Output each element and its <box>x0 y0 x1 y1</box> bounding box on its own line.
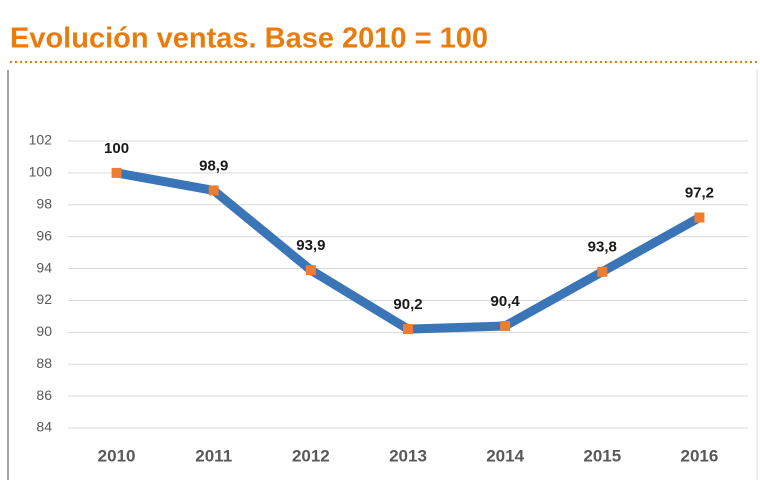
y-tick-label: 84 <box>36 419 52 435</box>
x-tick-label: 2010 <box>98 446 136 465</box>
marker <box>597 266 608 277</box>
y-tick-label: 100 <box>29 164 53 180</box>
y-tick-label: 98 <box>36 195 52 211</box>
marker <box>111 167 122 178</box>
y-tick-label: 94 <box>36 259 52 275</box>
x-tick-label: 2014 <box>486 446 524 465</box>
marker <box>305 265 316 276</box>
y-tick-label: 88 <box>36 355 52 371</box>
x-tick-label: 2011 <box>195 446 232 465</box>
x-tick-label: 2015 <box>583 446 621 465</box>
value-label: 93,8 <box>588 239 617 256</box>
y-tick-label: 86 <box>36 387 52 403</box>
marker <box>403 324 413 335</box>
marker <box>500 320 511 331</box>
value-label: 90,4 <box>491 293 521 310</box>
chart-title: Evolución ventas. Base 2010 = 100 <box>10 23 488 55</box>
y-tick-label: 96 <box>36 227 52 243</box>
x-tick-label: 2012 <box>292 446 330 465</box>
marker <box>694 212 705 223</box>
value-label: 90,2 <box>393 296 422 313</box>
x-tick-label: 2013 <box>389 446 427 465</box>
value-label: 98,9 <box>199 157 228 174</box>
x-tick-label: 2016 <box>681 446 719 465</box>
y-tick-label: 92 <box>36 291 52 307</box>
value-label: 100 <box>104 140 129 157</box>
y-tick-label: 102 <box>29 132 53 148</box>
value-label: 97,2 <box>685 185 714 202</box>
y-tick-label: 90 <box>36 323 52 339</box>
value-label: 93,9 <box>296 237 325 254</box>
marker <box>208 185 219 196</box>
